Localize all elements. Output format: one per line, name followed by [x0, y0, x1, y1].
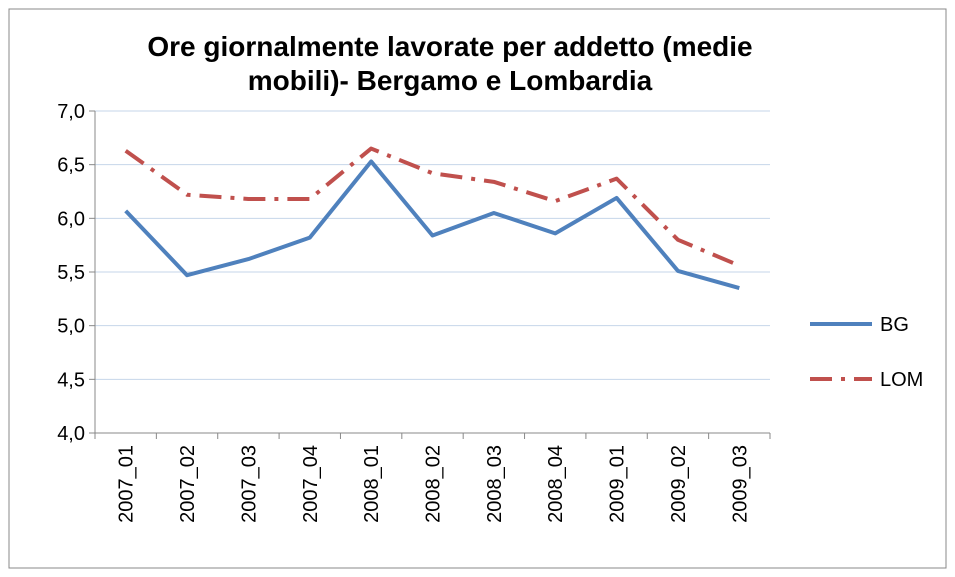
- y-tick-label: 5,5: [57, 262, 85, 284]
- x-tick-label: 2008_02: [423, 445, 445, 523]
- x-tick-label: 2007_03: [238, 445, 260, 523]
- y-tick-label: 4,5: [57, 369, 85, 391]
- y-tick-label: 4,0: [57, 423, 85, 445]
- chart-title: Ore giornalmente lavorate per addetto (m…: [147, 31, 753, 96]
- series-line: [124, 159, 740, 291]
- x-tick-label: 2008_03: [484, 445, 506, 523]
- x-tick-label: 2007_02: [177, 445, 199, 523]
- legend-label: LOM: [880, 369, 923, 391]
- x-tick-label: 2009_01: [607, 445, 629, 523]
- y-tick-label: 7,0: [57, 101, 85, 123]
- x-tick-label: 2007_01: [116, 445, 138, 523]
- chart-border: [8, 8, 947, 569]
- legend-label: BG: [880, 314, 909, 336]
- x-tick-label: 2009_03: [729, 445, 751, 523]
- y-tick-label: 6,5: [57, 155, 85, 177]
- y-tick-label: 6,0: [57, 208, 85, 230]
- x-tick-label: 2009_02: [668, 445, 690, 523]
- x-tick-label: 2007_04: [300, 445, 322, 523]
- x-tick-label: 2008_01: [361, 445, 383, 523]
- y-tick-label: 5,0: [57, 316, 85, 338]
- x-tick-label: 2008_04: [545, 445, 567, 523]
